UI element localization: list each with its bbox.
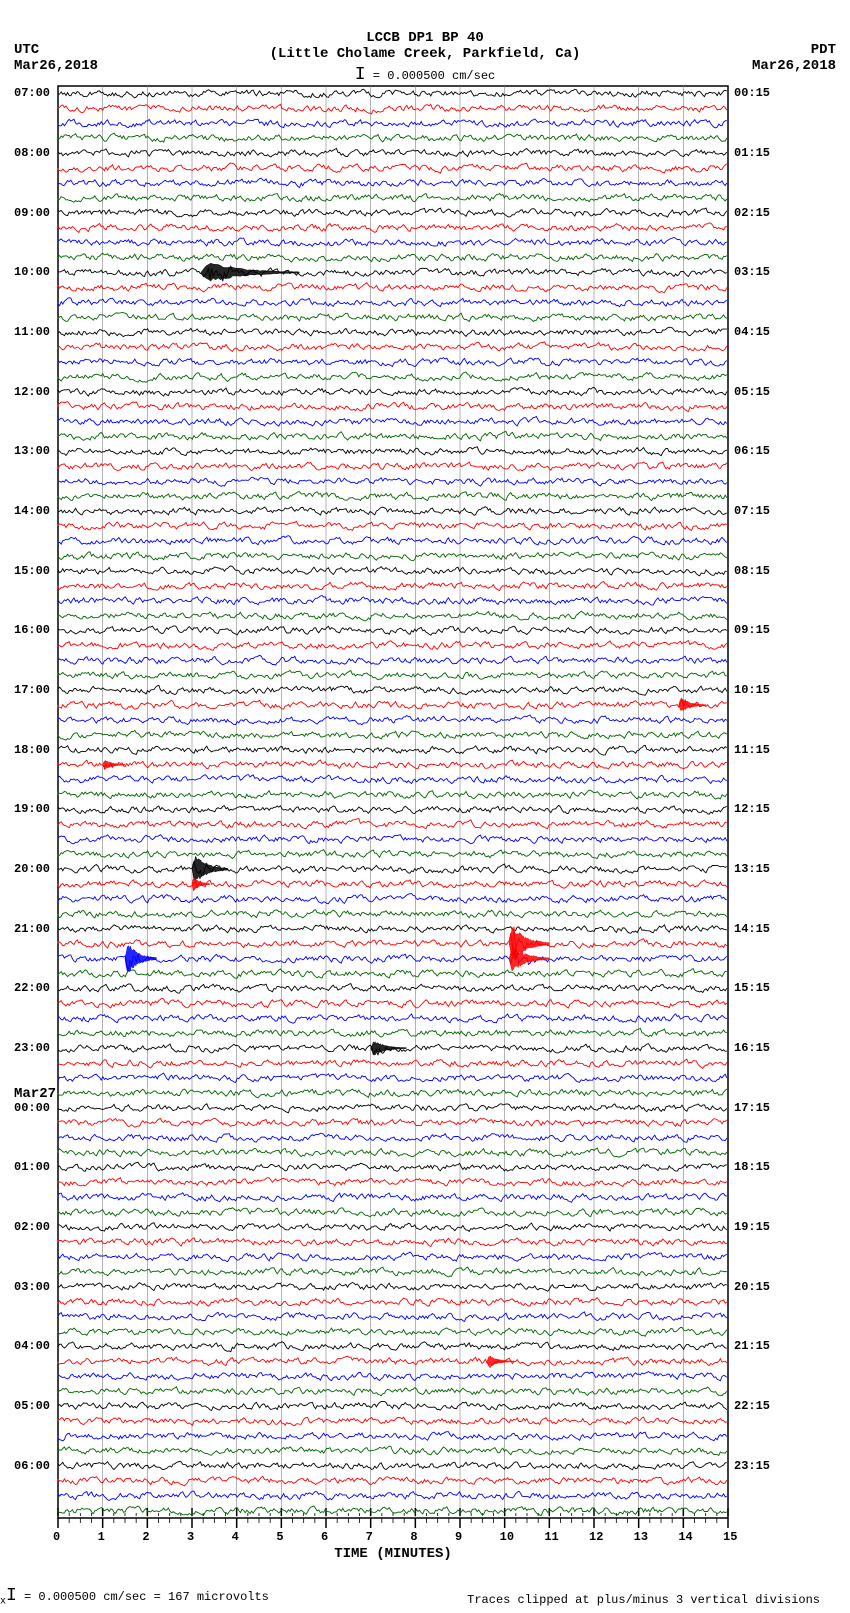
right-hour: 18:15 bbox=[734, 1160, 770, 1174]
helicorder-plot bbox=[0, 0, 850, 1613]
right-hour: 14:15 bbox=[734, 922, 770, 936]
right-hour: 11:15 bbox=[734, 743, 770, 757]
x-tick: 8 bbox=[410, 1530, 417, 1544]
x-tick: 7 bbox=[366, 1530, 373, 1544]
x-tick: 10 bbox=[500, 1530, 514, 1544]
left-hour: 05:00 bbox=[14, 1399, 50, 1413]
left-hour: 07:00 bbox=[14, 86, 50, 100]
x-tick: 11 bbox=[544, 1530, 558, 1544]
x-tick: 15 bbox=[723, 1530, 737, 1544]
right-hour: 05:15 bbox=[734, 385, 770, 399]
right-hour: 17:15 bbox=[734, 1101, 770, 1115]
x-tick: 0 bbox=[53, 1530, 60, 1544]
left-hour: 01:00 bbox=[14, 1160, 50, 1174]
x-axis-title: TIME (MINUTES) bbox=[58, 1546, 728, 1562]
left-hour: 17:00 bbox=[14, 683, 50, 697]
x-tick: 5 bbox=[276, 1530, 283, 1544]
left-hour: 09:00 bbox=[14, 206, 50, 220]
left-hour: 04:00 bbox=[14, 1339, 50, 1353]
right-hour: 12:15 bbox=[734, 802, 770, 816]
left-hour: 23:00 bbox=[14, 1041, 50, 1055]
right-hour: 09:15 bbox=[734, 623, 770, 637]
right-hour: 01:15 bbox=[734, 146, 770, 160]
mid-date-label: Mar27 bbox=[14, 1086, 56, 1102]
left-hour: 08:00 bbox=[14, 146, 50, 160]
right-hour: 10:15 bbox=[734, 683, 770, 697]
x-tick: 4 bbox=[232, 1530, 239, 1544]
right-hour: 15:15 bbox=[734, 981, 770, 995]
right-hour: 20:15 bbox=[734, 1280, 770, 1294]
left-hour: 02:00 bbox=[14, 1220, 50, 1234]
left-hour: 14:00 bbox=[14, 504, 50, 518]
right-hour: 04:15 bbox=[734, 325, 770, 339]
right-hour: 19:15 bbox=[734, 1220, 770, 1234]
right-hour: 22:15 bbox=[734, 1399, 770, 1413]
right-hour: 21:15 bbox=[734, 1339, 770, 1353]
x-tick: 2 bbox=[142, 1530, 149, 1544]
left-hour: 20:00 bbox=[14, 862, 50, 876]
right-hour: 00:15 bbox=[734, 86, 770, 100]
left-hour: 19:00 bbox=[14, 802, 50, 816]
right-hour: 06:15 bbox=[734, 444, 770, 458]
left-hour: 13:00 bbox=[14, 444, 50, 458]
right-hour: 23:15 bbox=[734, 1459, 770, 1473]
footer-left: xI = 0.000500 cm/sec = 167 microvolts bbox=[0, 1586, 269, 1607]
left-hour: 00:00 bbox=[14, 1101, 50, 1115]
right-hour: 07:15 bbox=[734, 504, 770, 518]
x-tick: 14 bbox=[678, 1530, 692, 1544]
x-tick: 6 bbox=[321, 1530, 328, 1544]
left-hour: 06:00 bbox=[14, 1459, 50, 1473]
left-hour: 21:00 bbox=[14, 922, 50, 936]
left-hour: 15:00 bbox=[14, 564, 50, 578]
right-hour: 13:15 bbox=[734, 862, 770, 876]
x-tick: 13 bbox=[634, 1530, 648, 1544]
left-hour: 12:00 bbox=[14, 385, 50, 399]
footer-right: Traces clipped at plus/minus 3 vertical … bbox=[467, 1593, 820, 1607]
x-tick: 1 bbox=[98, 1530, 105, 1544]
x-tick: 3 bbox=[187, 1530, 194, 1544]
x-tick: 12 bbox=[589, 1530, 603, 1544]
left-hour: 22:00 bbox=[14, 981, 50, 995]
left-hour: 11:00 bbox=[14, 325, 50, 339]
left-hour: 10:00 bbox=[14, 265, 50, 279]
right-hour: 16:15 bbox=[734, 1041, 770, 1055]
right-hour: 08:15 bbox=[734, 564, 770, 578]
left-hour: 16:00 bbox=[14, 623, 50, 637]
right-hour: 03:15 bbox=[734, 265, 770, 279]
x-tick: 9 bbox=[455, 1530, 462, 1544]
left-hour: 18:00 bbox=[14, 743, 50, 757]
left-hour: 03:00 bbox=[14, 1280, 50, 1294]
right-hour: 02:15 bbox=[734, 206, 770, 220]
